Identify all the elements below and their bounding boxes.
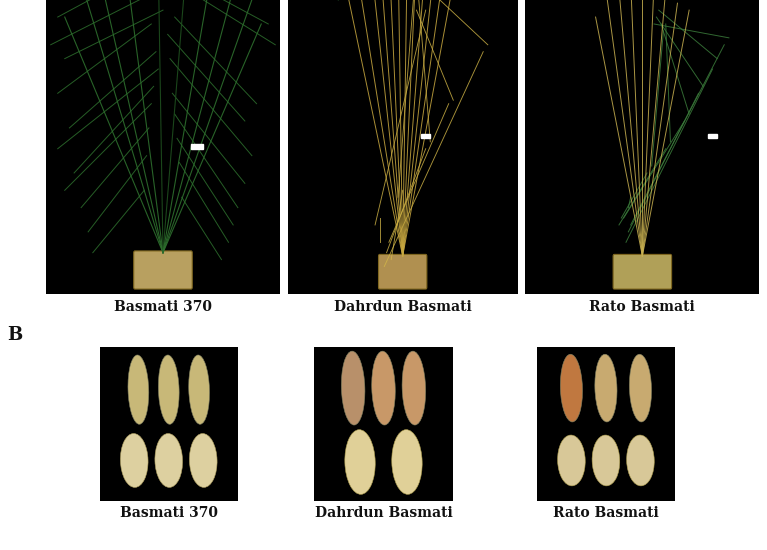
Ellipse shape bbox=[402, 351, 426, 425]
Text: Rato Basmati: Rato Basmati bbox=[590, 300, 695, 313]
Ellipse shape bbox=[189, 355, 209, 424]
Text: Rato Basmati: Rato Basmati bbox=[553, 506, 659, 520]
Ellipse shape bbox=[561, 354, 582, 422]
Bar bbox=[421, 134, 430, 138]
FancyBboxPatch shape bbox=[379, 255, 426, 289]
Ellipse shape bbox=[592, 435, 620, 486]
Ellipse shape bbox=[345, 430, 375, 494]
Ellipse shape bbox=[341, 351, 365, 425]
Ellipse shape bbox=[155, 433, 183, 487]
Text: Dahrdun Basmati: Dahrdun Basmati bbox=[334, 300, 472, 313]
Ellipse shape bbox=[392, 430, 422, 494]
Ellipse shape bbox=[158, 355, 179, 424]
Text: Dahrdun Basmati: Dahrdun Basmati bbox=[314, 506, 453, 520]
FancyBboxPatch shape bbox=[613, 255, 672, 289]
Ellipse shape bbox=[189, 433, 217, 487]
Ellipse shape bbox=[128, 355, 149, 424]
Ellipse shape bbox=[595, 354, 617, 422]
Ellipse shape bbox=[372, 351, 395, 425]
Ellipse shape bbox=[120, 433, 148, 487]
FancyBboxPatch shape bbox=[133, 251, 193, 289]
Ellipse shape bbox=[627, 435, 654, 486]
Text: Basmati 370: Basmati 370 bbox=[114, 300, 212, 313]
Bar bbox=[191, 144, 202, 148]
Text: B: B bbox=[8, 326, 23, 344]
Text: Basmati 370: Basmati 370 bbox=[120, 506, 218, 520]
Bar bbox=[708, 134, 717, 138]
Ellipse shape bbox=[558, 435, 585, 486]
Ellipse shape bbox=[630, 354, 651, 422]
